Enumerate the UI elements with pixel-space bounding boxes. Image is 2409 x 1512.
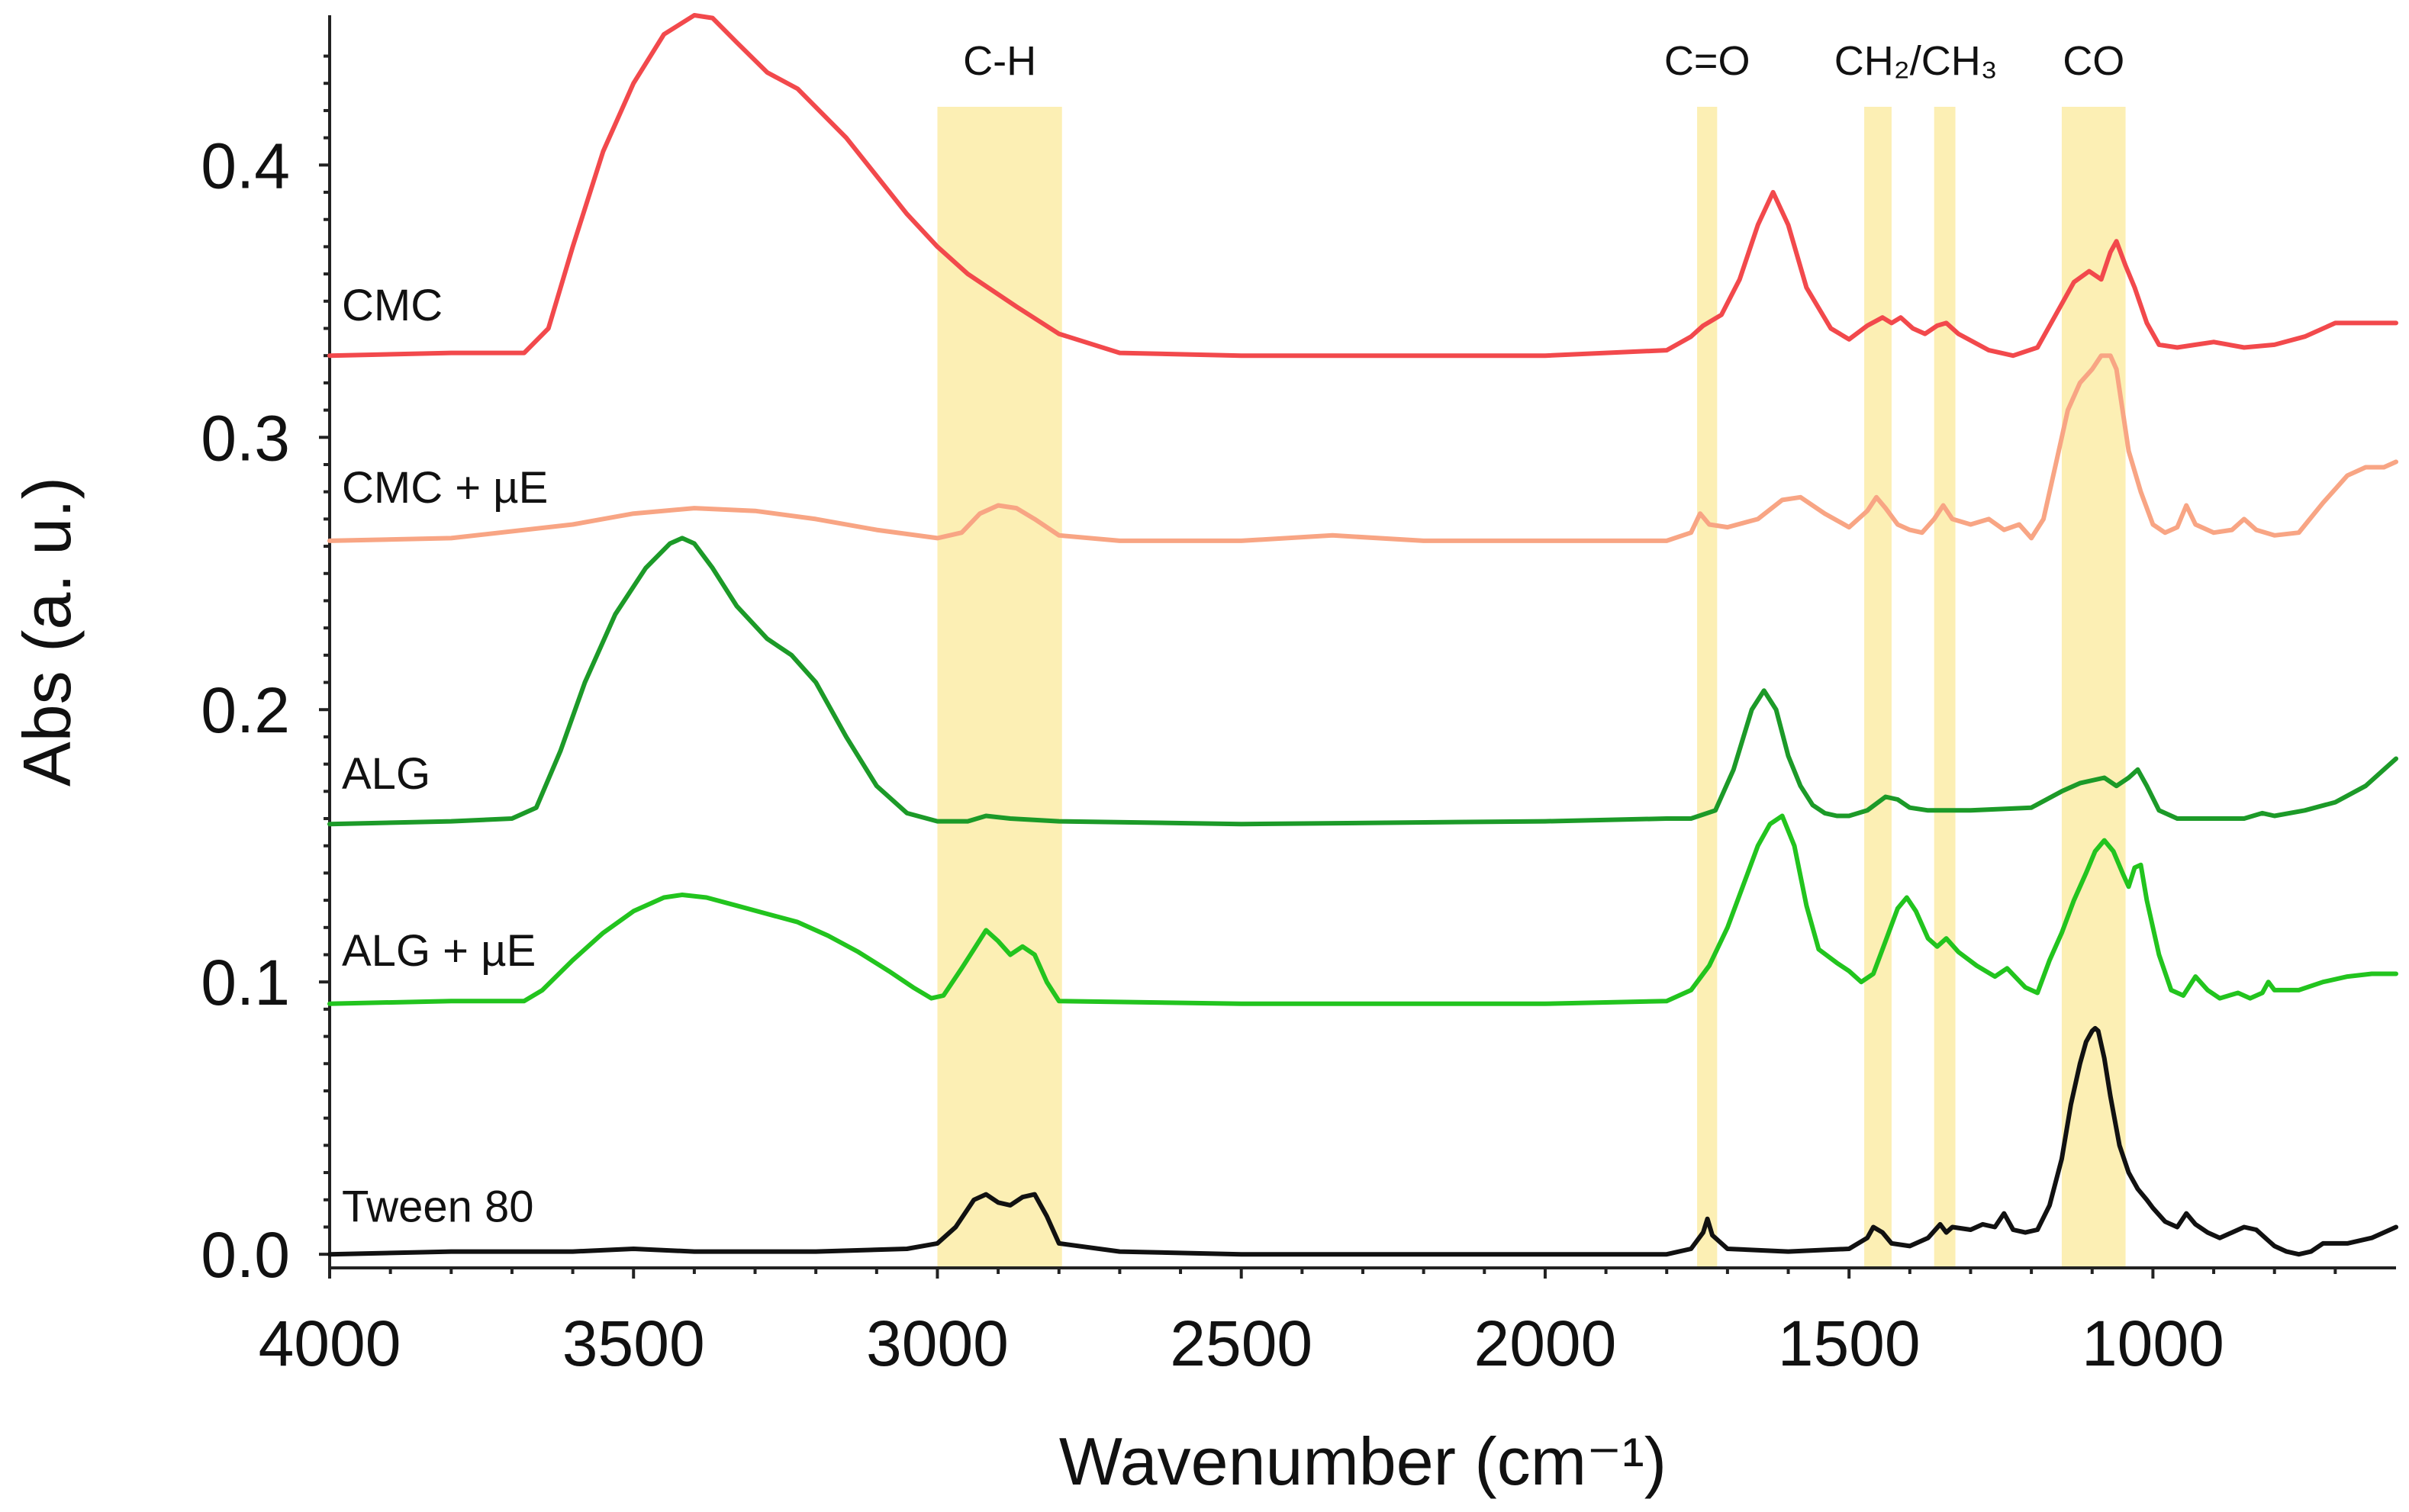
x-tick-label: 1000 (2082, 1308, 2224, 1379)
band-c-o (1697, 107, 1718, 1268)
y-tick-label: 0.0 (201, 1219, 290, 1291)
band-label-c-o: C=O (1664, 38, 1750, 84)
series-label-cmc: CMC (342, 281, 443, 330)
x-axis-ticks: 4000 3500 3000 2500 2000 1500 1000 (259, 1268, 2337, 1379)
series-labels: CMC CMC + µE ALG ALG + µE Tween 80 (342, 281, 548, 1232)
band-co (2061, 107, 2126, 1268)
band-c-h (937, 107, 1062, 1268)
band-ch2-ch3-b (1934, 107, 1956, 1268)
series-line-cmc-e (327, 353, 2398, 543)
x-tick-label: 3500 (562, 1308, 705, 1379)
series-label-alg-e: ALG + µE (342, 926, 536, 976)
x-tick-label: 3000 (866, 1308, 1009, 1379)
series-label-tween-80: Tween 80 (342, 1182, 534, 1231)
x-tick-label: 2000 (1474, 1308, 1617, 1379)
x-tick-label: 1500 (1778, 1308, 1921, 1379)
band-label-c-h: C-H (963, 38, 1036, 84)
y-axis-ticks: 0.0 0.1 0.2 0.3 0.4 (201, 54, 330, 1291)
absorption-bands (937, 107, 2126, 1268)
band-labels: C-H C=O CH₂/CH₃ CO (963, 38, 2124, 84)
band-label-ch2-ch3: CH₂/CH₃ (1834, 38, 1998, 84)
y-axis-title: Abs (a. u.) (9, 477, 85, 787)
y-tick-label: 0.4 (201, 130, 290, 201)
y-tick-label: 0.2 (201, 674, 290, 746)
x-axis-title: Wavenumber (cm⁻¹) (1059, 1424, 1667, 1499)
series-line-alg (327, 536, 2398, 827)
y-tick-label: 0.1 (201, 947, 290, 1018)
spectra-series (327, 13, 2398, 1257)
series-label-alg: ALG (342, 749, 430, 799)
x-tick-label: 2500 (1170, 1308, 1312, 1379)
y-tick-label: 0.3 (201, 402, 290, 474)
x-tick-label: 4000 (259, 1308, 401, 1379)
series-line-tween-80 (327, 1025, 2398, 1257)
series-label-cmc-e: CMC + µE (342, 463, 548, 513)
series-line-cmc (327, 13, 2398, 359)
band-ch2-ch3 (1864, 107, 1892, 1268)
series-line-alg-e (327, 813, 2398, 1006)
band-label-co: CO (2063, 38, 2124, 84)
